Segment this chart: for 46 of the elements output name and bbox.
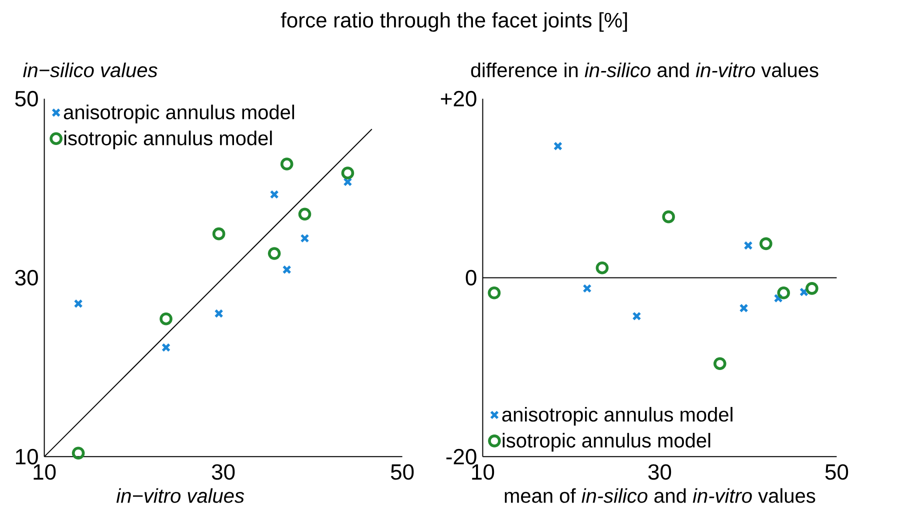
x-tick-label: 10 — [34, 464, 56, 480]
point — [713, 357, 726, 370]
point — [280, 158, 294, 170]
point — [282, 265, 292, 274]
y-axis-title: difference in in-silico and in-vitro values — [471, 62, 818, 78]
point — [739, 304, 748, 313]
x-tick-label: 30 — [212, 464, 235, 480]
x-tick-label: 30 — [648, 464, 672, 480]
x-tick-label: 10 — [472, 464, 494, 480]
point — [662, 210, 675, 224]
point — [270, 190, 279, 199]
y-tick-label: +20 — [440, 90, 476, 106]
point — [582, 284, 592, 293]
legend-label: isotropic annulus model — [64, 130, 272, 150]
point — [806, 282, 818, 295]
point — [632, 312, 642, 321]
point — [268, 247, 281, 260]
point — [214, 309, 224, 318]
point — [74, 299, 83, 308]
legend-label: anisotropic annulus model — [64, 104, 294, 124]
y-tick-label: -20 — [446, 448, 476, 464]
y-tick-label: 50 — [15, 90, 38, 106]
x-tick-label: 50 — [390, 464, 414, 480]
point — [777, 286, 790, 300]
point — [744, 240, 753, 250]
point — [298, 208, 312, 221]
point — [72, 446, 85, 460]
x-axis-title: in−vitro values — [116, 488, 244, 503]
point — [553, 142, 562, 151]
legend-label: anisotropic annulus model — [502, 406, 732, 426]
point — [300, 234, 310, 243]
x-axis-title: mean of in-silico and in-vitro values — [504, 488, 816, 503]
y-tick-label: 0 — [466, 270, 476, 286]
y-axis-title: in−silico values — [23, 62, 158, 78]
x-tick-label: 50 — [825, 464, 848, 480]
y-tick-label: 30 — [15, 270, 38, 286]
point — [212, 227, 226, 240]
point — [162, 343, 171, 352]
point — [760, 237, 772, 250]
point — [488, 286, 501, 300]
point — [160, 312, 172, 326]
legend-label: isotropic annulus model — [502, 432, 710, 452]
point — [341, 166, 354, 180]
y-tick-label: 10 — [16, 448, 38, 464]
text: force ratio through the facet joints [%] — [280, 12, 627, 32]
point — [596, 261, 609, 274]
